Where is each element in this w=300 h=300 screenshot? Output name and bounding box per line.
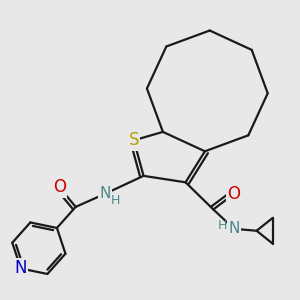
Text: O: O [227, 185, 241, 203]
Text: O: O [53, 178, 66, 196]
Text: H: H [111, 194, 120, 207]
Text: N: N [99, 186, 110, 201]
Text: S: S [129, 131, 139, 149]
Text: H: H [218, 219, 227, 232]
Text: N: N [228, 221, 240, 236]
Text: N: N [15, 260, 27, 278]
